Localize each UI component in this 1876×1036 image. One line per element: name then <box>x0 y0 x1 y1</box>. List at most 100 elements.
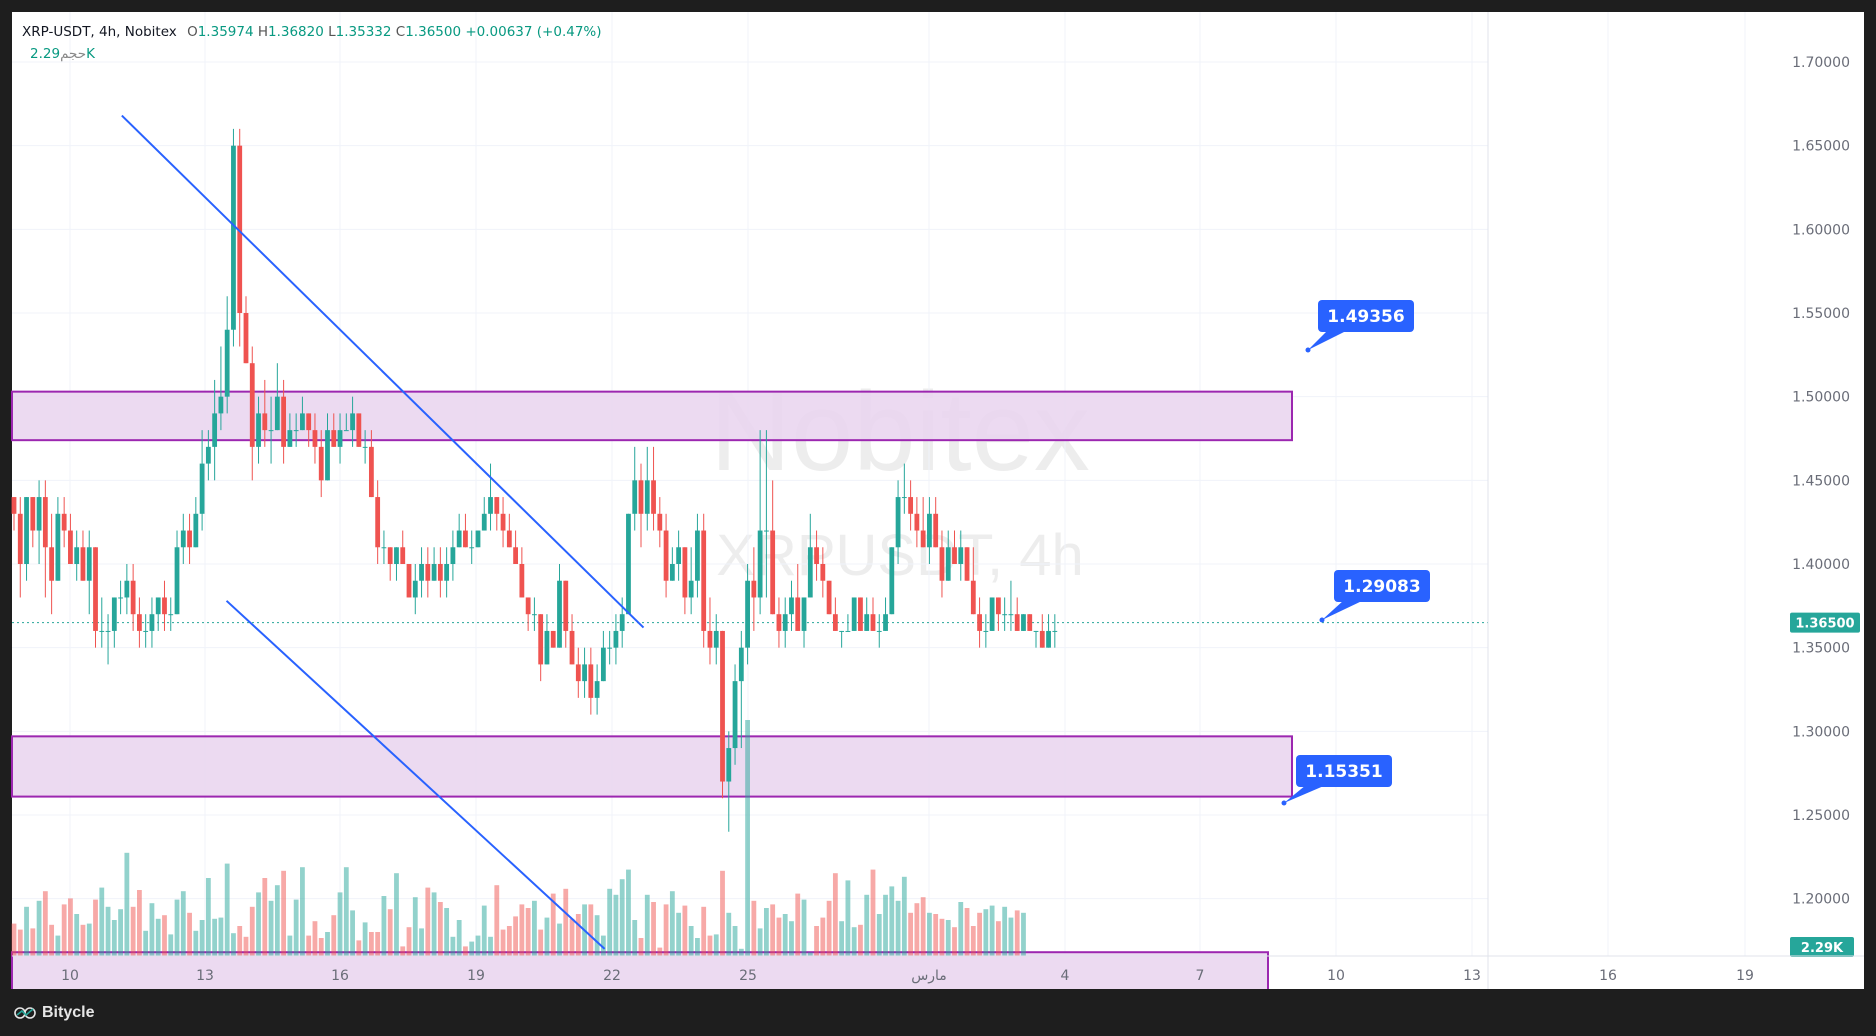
volume-bar <box>199 920 205 956</box>
legend: XRP-USDT, 4h, Nobitex O1.35974 H1.36820 … <box>22 24 602 40</box>
legend-close-label: C <box>395 24 406 40</box>
volume-bar <box>889 886 895 956</box>
volume-bar <box>375 932 381 956</box>
candle <box>456 530 462 548</box>
volume-bar <box>657 947 663 956</box>
volume-bar <box>362 922 368 956</box>
candle <box>425 564 431 581</box>
price-tick: 1.40000 <box>1792 557 1850 573</box>
volume-bar <box>895 900 901 956</box>
volume-bar <box>1014 910 1020 956</box>
volume-bar <box>437 902 443 956</box>
volume-bar <box>105 906 111 956</box>
candle <box>1027 614 1033 631</box>
candle <box>93 547 98 631</box>
volume-bar <box>86 923 92 956</box>
candle <box>738 647 744 682</box>
volume-bar <box>908 912 914 956</box>
volume-bar <box>588 904 594 956</box>
volume-bar <box>563 888 569 956</box>
candle <box>557 580 562 648</box>
candle <box>864 614 870 631</box>
candle <box>682 547 688 598</box>
volume-bar <box>274 885 280 956</box>
volume-bar <box>224 863 230 956</box>
volume-bar <box>958 902 964 956</box>
candle <box>61 513 67 531</box>
candle <box>55 513 61 581</box>
candle <box>883 614 888 631</box>
candle <box>475 530 481 548</box>
footer-bar <box>0 989 1876 1036</box>
volume-bar <box>143 930 149 956</box>
candle <box>74 547 80 564</box>
candle <box>24 497 29 564</box>
candle <box>789 597 794 615</box>
candle <box>42 497 48 548</box>
volume-bar <box>977 912 982 956</box>
chart-area[interactable] <box>12 12 1864 989</box>
candle <box>726 748 732 782</box>
candle <box>180 530 186 548</box>
candle <box>224 329 230 397</box>
candle <box>463 530 468 548</box>
candle <box>300 413 305 431</box>
candles <box>11 128 1058 832</box>
candle <box>331 430 337 447</box>
candle <box>720 630 725 782</box>
time-tick: 7 <box>1196 968 1205 984</box>
candle <box>149 614 155 631</box>
candle <box>431 564 437 581</box>
candle <box>1021 614 1026 631</box>
price-tick: 1.45000 <box>1792 473 1850 489</box>
candle <box>400 547 406 564</box>
volume-bar <box>751 900 757 956</box>
volume-bar <box>713 934 719 956</box>
volume-bar <box>74 914 80 956</box>
callout-dot <box>1281 800 1287 806</box>
volume-bar <box>920 897 926 956</box>
volume-bar <box>682 905 688 956</box>
volume-bar <box>832 873 838 956</box>
volume-bar <box>162 915 167 956</box>
volume-label: حجم <box>60 46 87 62</box>
candle <box>1039 630 1045 648</box>
volume-bar <box>293 899 299 956</box>
volume-bar <box>93 899 98 956</box>
candle <box>343 430 349 432</box>
last-price-label: 1.36500 <box>1795 617 1854 632</box>
candle <box>143 630 149 632</box>
candle <box>851 597 857 631</box>
volume-bar <box>701 906 707 956</box>
candle <box>958 547 964 564</box>
candle <box>983 630 989 632</box>
volume-bar <box>205 878 211 956</box>
candle <box>1008 614 1014 616</box>
volume-bar <box>927 912 932 956</box>
last-volume-tag <box>1790 937 1854 957</box>
volume-bar <box>720 870 725 956</box>
volume-bar <box>350 910 355 956</box>
price-tick: 1.65000 <box>1792 139 1850 155</box>
candle <box>513 547 518 564</box>
footer-brand[interactable]: Bitycle <box>14 1004 94 1022</box>
candle <box>199 463 205 514</box>
candle <box>933 513 939 548</box>
volume-bars <box>11 720 1026 956</box>
time-tick: 25 <box>739 968 757 984</box>
volume-bar <box>243 936 249 956</box>
volume-bar <box>738 948 744 956</box>
volume-bar <box>776 917 782 956</box>
candle <box>889 547 895 615</box>
volume-bar <box>726 912 732 956</box>
candle <box>506 530 512 548</box>
time-tick: 4 <box>1061 968 1070 984</box>
callout-label: 1.29083 <box>1343 577 1420 597</box>
volume-bar <box>368 932 374 956</box>
volume-bar <box>989 905 995 956</box>
volume-bar <box>519 904 525 956</box>
price-tick: 1.70000 <box>1792 55 1850 71</box>
candle <box>895 497 901 548</box>
volume-bar <box>688 926 694 956</box>
